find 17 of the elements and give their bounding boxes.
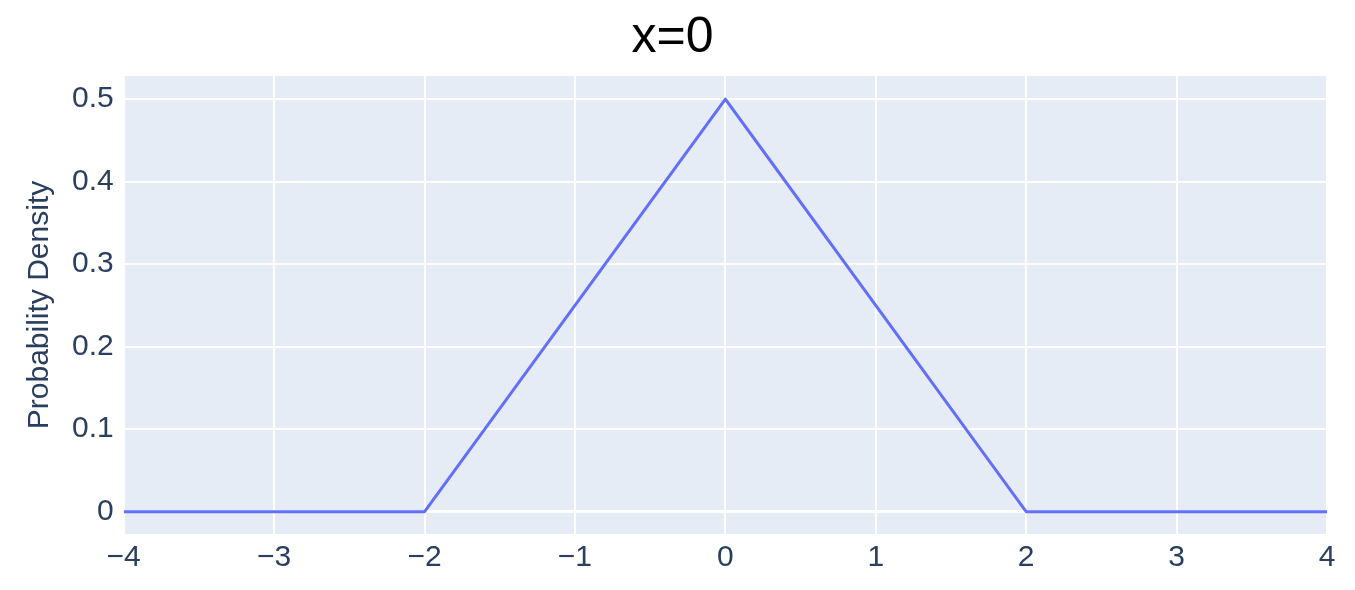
y-tick-label: 0.2 — [71, 327, 114, 361]
y-axis-title: Probability Density — [21, 180, 55, 430]
y-tick-label: 0.1 — [71, 410, 114, 444]
x-tick-label: −4 — [106, 539, 141, 573]
y-tick-label: 0.3 — [71, 245, 114, 279]
x-tick-label: −3 — [257, 539, 292, 573]
y-tick-label: 0 — [97, 492, 114, 526]
y-tick-label: 0.4 — [71, 162, 114, 196]
chart-title: x=0 — [631, 6, 714, 63]
x-tick-label: 1 — [867, 539, 885, 573]
y-tick-label: 0.5 — [71, 80, 114, 114]
x-tick-label: 4 — [1318, 539, 1336, 573]
x-tick-label: −1 — [557, 539, 593, 573]
x-tick-label: −2 — [407, 539, 442, 573]
x-tick-label: 2 — [1017, 539, 1035, 573]
x-tick-label: 3 — [1168, 539, 1185, 573]
x-tick-label: 0 — [717, 539, 734, 573]
